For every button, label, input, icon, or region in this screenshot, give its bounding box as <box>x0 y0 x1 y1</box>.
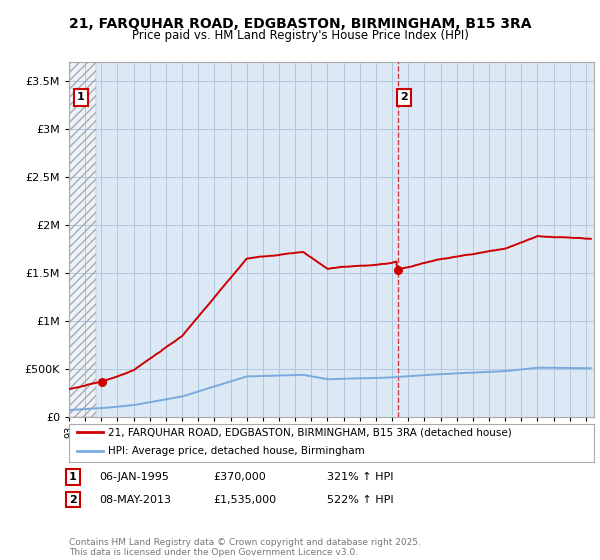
Text: 21, FARQUHAR ROAD, EDGBASTON, BIRMINGHAM, B15 3RA (detached house): 21, FARQUHAR ROAD, EDGBASTON, BIRMINGHAM… <box>109 427 512 437</box>
Text: 2: 2 <box>69 494 77 505</box>
Text: 522% ↑ HPI: 522% ↑ HPI <box>327 494 394 505</box>
Text: 321% ↑ HPI: 321% ↑ HPI <box>327 472 394 482</box>
Text: 06-JAN-1995: 06-JAN-1995 <box>99 472 169 482</box>
Text: 21, FARQUHAR ROAD, EDGBASTON, BIRMINGHAM, B15 3RA: 21, FARQUHAR ROAD, EDGBASTON, BIRMINGHAM… <box>69 17 531 31</box>
Text: 08-MAY-2013: 08-MAY-2013 <box>99 494 171 505</box>
Text: 1: 1 <box>77 92 85 102</box>
Text: 2: 2 <box>400 92 408 102</box>
Text: HPI: Average price, detached house, Birmingham: HPI: Average price, detached house, Birm… <box>109 446 365 456</box>
Text: £370,000: £370,000 <box>213 472 266 482</box>
Text: Price paid vs. HM Land Registry's House Price Index (HPI): Price paid vs. HM Land Registry's House … <box>131 29 469 42</box>
Text: 1: 1 <box>69 472 77 482</box>
Text: £1,535,000: £1,535,000 <box>213 494 276 505</box>
Text: Contains HM Land Registry data © Crown copyright and database right 2025.
This d: Contains HM Land Registry data © Crown c… <box>69 538 421 557</box>
